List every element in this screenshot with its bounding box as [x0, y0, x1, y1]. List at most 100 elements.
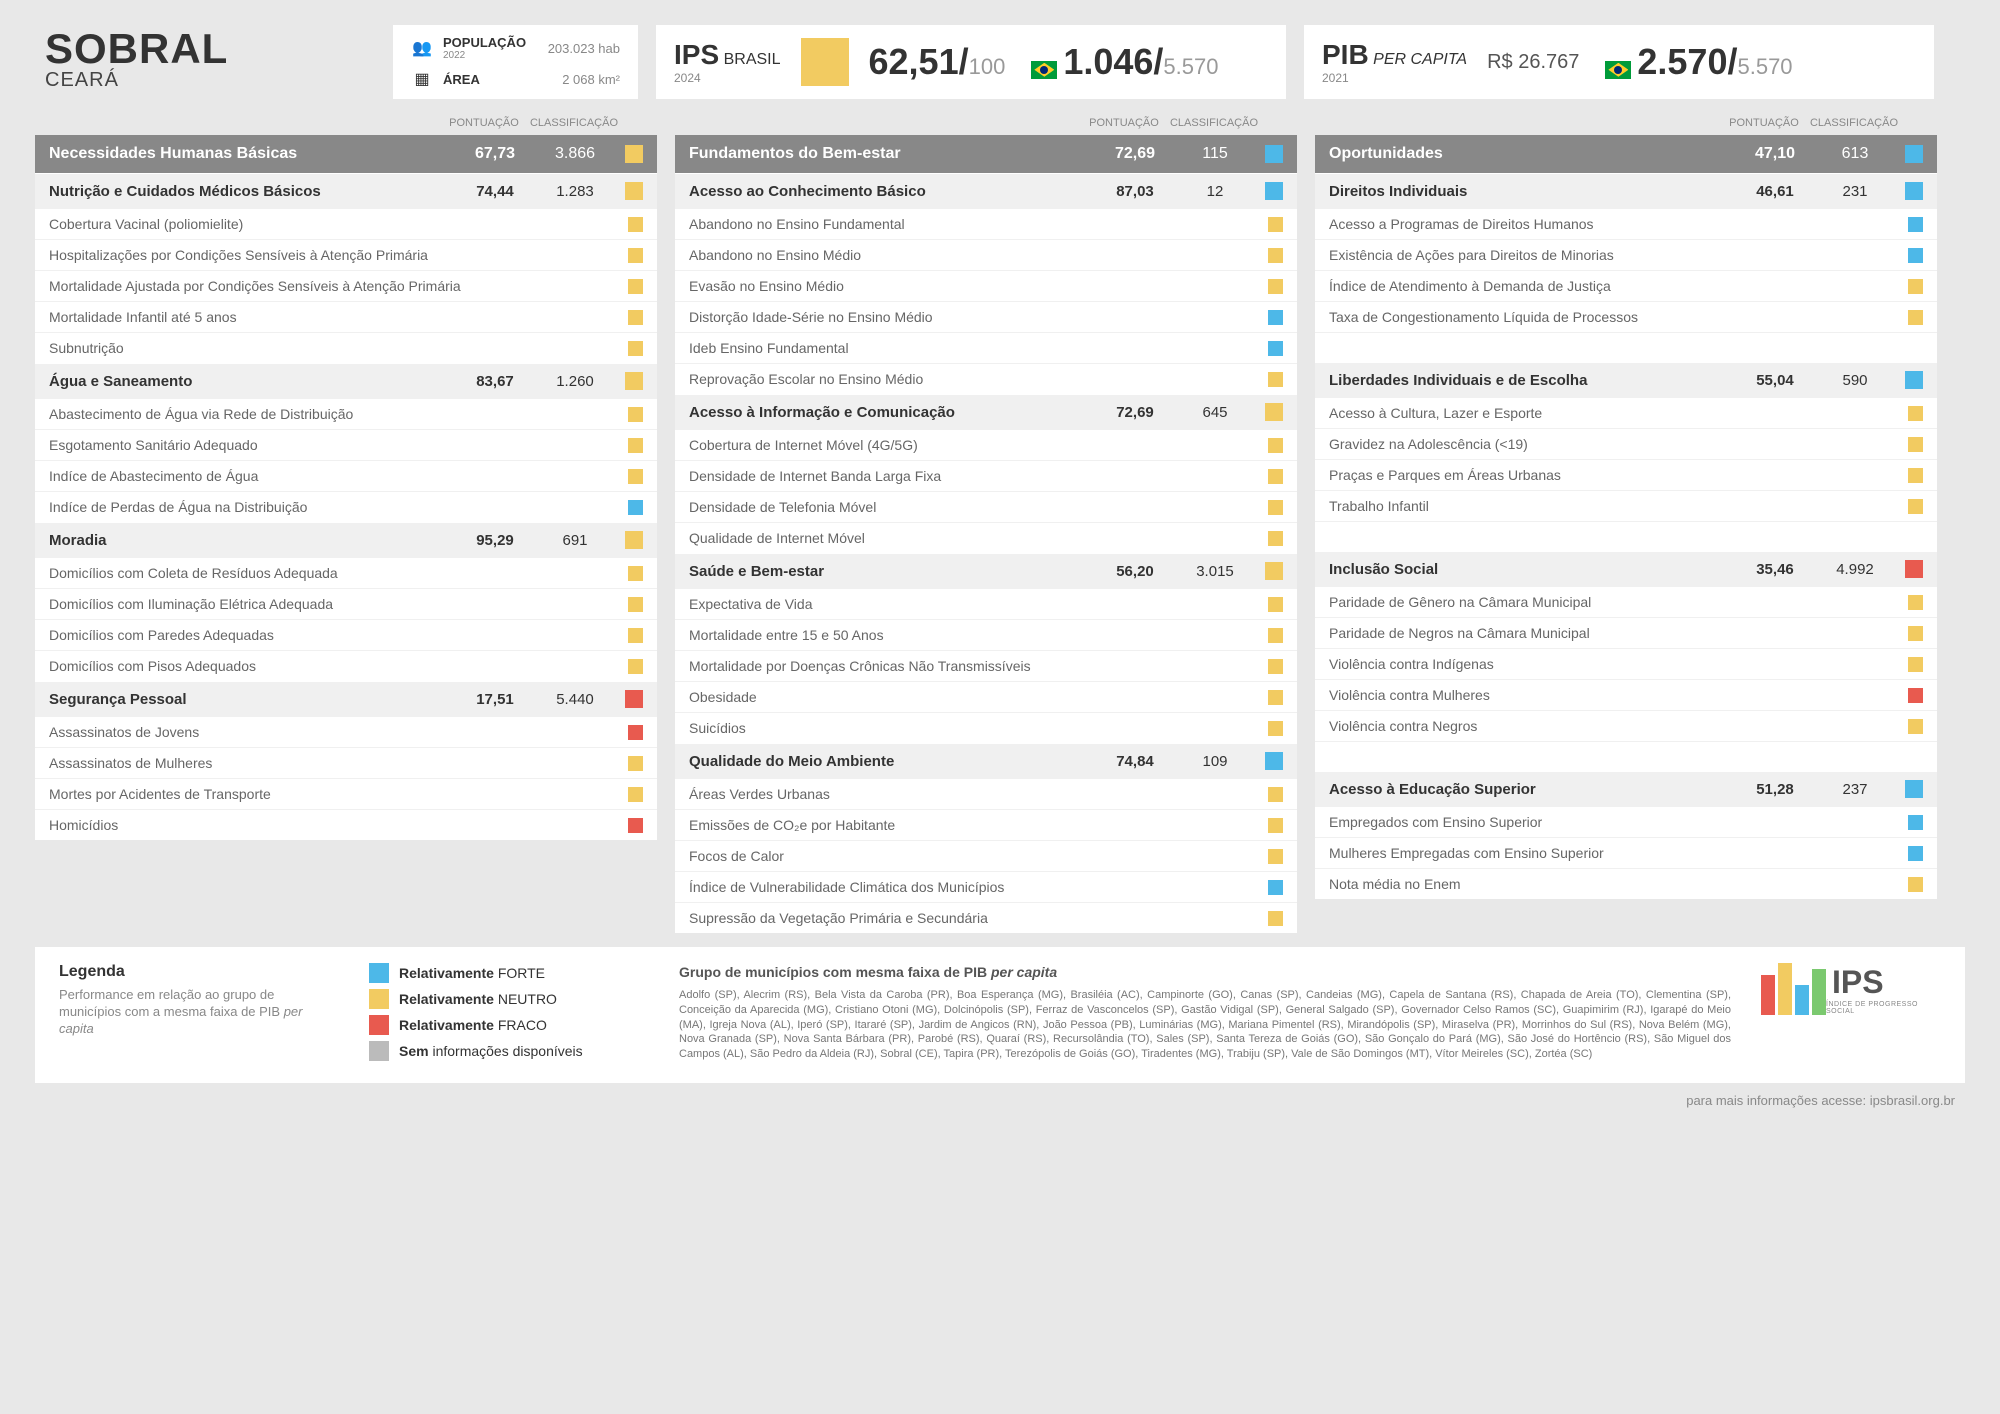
group-municipalities: Grupo de municípios com mesma faixa de P… — [679, 963, 1731, 1062]
area-value: 2 068 km² — [562, 72, 620, 87]
indicator-row: Praças e Parques em Áreas Urbanas — [1315, 459, 1937, 490]
dimension-column: PONTUAÇÃOCLASSIFICAÇÃONecessidades Human… — [35, 111, 657, 933]
dimension-header: Necessidades Humanas Básicas67,733.866 — [35, 135, 657, 173]
ips-card: IPS BRASIL 2024 62,51/100 1.046/5.570 — [656, 25, 1286, 99]
area-icon: ▦ — [411, 69, 433, 89]
indicator-row: Reprovação Escolar no Ensino Médio — [675, 363, 1297, 394]
dimension-column: PONTUAÇÃOCLASSIFICAÇÃOOportunidades47,10… — [1315, 111, 1937, 933]
spacer — [1315, 332, 1937, 362]
indicator-row: Distorção Idade-Série no Ensino Médio — [675, 301, 1297, 332]
indicator-row: Emissões de CO₂e por Habitante — [675, 809, 1297, 840]
logo-text: IPS — [1832, 964, 1941, 1001]
logo-subtitle: ÍNDICE DE PROGRESSO SOCIAL — [1826, 1001, 1941, 1015]
indicator-row: Abandono no Ensino Fundamental — [675, 208, 1297, 239]
indicator-row: Domicílios com Paredes Adequadas — [35, 619, 657, 650]
population-row: 👥 POPULAÇÃO2022 203.023 hab — [411, 35, 620, 61]
group-title: Grupo de municípios com mesma faixa de P… — [679, 963, 1731, 982]
component-header: Água e Saneamento83,671.260 — [35, 363, 657, 398]
indicator-row: Acesso à Cultura, Lazer e Esporte — [1315, 397, 1937, 428]
brazil-flag-icon — [1031, 61, 1057, 79]
component-header: Nutrição e Cuidados Médicos Básicos74,44… — [35, 173, 657, 208]
legend-description: Legenda Performance em relação ao grupo … — [59, 963, 339, 1038]
legend-item: Relativamente FORTE — [369, 963, 649, 983]
indicator-row: Acesso a Programas de Direitos Humanos — [1315, 208, 1937, 239]
footer-link: para mais informações acesse: ipsbrasil.… — [35, 1093, 1965, 1108]
indicator-row: Trabalho Infantil — [1315, 490, 1937, 521]
legend-item: Sem informações disponíveis — [369, 1041, 649, 1061]
pib-title-block: PIB PER CAPITA 2021 — [1322, 39, 1467, 85]
pib-value: R$ 26.767 — [1487, 51, 1579, 74]
indicator-row: Densidade de Internet Banda Larga Fixa — [675, 460, 1297, 491]
pop-label: POPULAÇÃO2022 — [443, 35, 538, 61]
component-header: Inclusão Social35,464.992 — [1315, 551, 1937, 586]
logo-area: IPS ÍNDICE DE PROGRESSO SOCIAL — [1761, 963, 1941, 1015]
indicator-row: Mulheres Empregadas com Ensino Superior — [1315, 837, 1937, 868]
indicator-row: Existência de Ações para Direitos de Min… — [1315, 239, 1937, 270]
indicator-row: Evasão no Ensino Médio — [675, 270, 1297, 301]
area-label: ÁREA — [443, 72, 552, 87]
indicator-row: Domicílios com Iluminação Elétrica Adequ… — [35, 588, 657, 619]
component-header: Qualidade do Meio Ambiente74,84109 — [675, 743, 1297, 778]
legend-item: Relativamente NEUTRO — [369, 989, 649, 1009]
legend-items: Relativamente FORTERelativamente NEUTROR… — [369, 963, 649, 1067]
legend-desc: Performance em relação ao grupo de munic… — [59, 987, 339, 1038]
people-icon: 👥 — [411, 38, 433, 58]
area-row: ▦ ÁREA 2 068 km² — [411, 69, 620, 89]
indicator-row: Paridade de Negros na Câmara Municipal — [1315, 617, 1937, 648]
indicator-row: Mortes por Acidentes de Transporte — [35, 778, 657, 809]
indicator-row: Assassinatos de Jovens — [35, 716, 657, 747]
city-card: SOBRAL CEARÁ — [35, 25, 375, 99]
indicator-row: Violência contra Indígenas — [1315, 648, 1937, 679]
component-header: Acesso à Educação Superior51,28237 — [1315, 771, 1937, 806]
top-row: SOBRAL CEARÁ 👥 POPULAÇÃO2022 203.023 hab… — [35, 25, 1965, 99]
indicator-row: Suicídios — [675, 712, 1297, 743]
indicator-row: Qualidade de Internet Móvel — [675, 522, 1297, 553]
component-header: Saúde e Bem-estar56,203.015 — [675, 553, 1297, 588]
column-headers: PONTUAÇÃOCLASSIFICAÇÃO — [35, 111, 657, 135]
indicator-row: Assassinatos de Mulheres — [35, 747, 657, 778]
ips-title-block: IPS BRASIL 2024 — [674, 39, 781, 85]
component-header: Segurança Pessoal17,515.440 — [35, 681, 657, 716]
city-name: SOBRAL — [45, 25, 365, 73]
indicator-row: Obesidade — [675, 681, 1297, 712]
indicator-row: Supressão da Vegetação Primária e Secund… — [675, 902, 1297, 933]
indicator-row: Taxa de Congestionamento Líquida de Proc… — [1315, 301, 1937, 332]
indicator-row: Abandono no Ensino Médio — [675, 239, 1297, 270]
indicator-row: Empregados com Ensino Superior — [1315, 806, 1937, 837]
brazil-flag-icon — [1605, 61, 1631, 79]
indicator-row: Violência contra Mulheres — [1315, 679, 1937, 710]
column-headers: PONTUAÇÃOCLASSIFICAÇÃO — [675, 111, 1297, 135]
legend-box: Legenda Performance em relação ao grupo … — [35, 947, 1965, 1083]
indicator-row: Mortalidade entre 15 e 50 Anos — [675, 619, 1297, 650]
component-header: Liberdades Individuais e de Escolha55,04… — [1315, 362, 1937, 397]
logo-bars-icon — [1761, 963, 1826, 1015]
legend-title: Legenda — [59, 963, 339, 981]
indicator-row: Abastecimento de Água via Rede de Distri… — [35, 398, 657, 429]
component-header: Acesso à Informação e Comunicação72,6964… — [675, 394, 1297, 429]
component-header: Acesso ao Conhecimento Básico87,0312 — [675, 173, 1297, 208]
column-headers: PONTUAÇÃOCLASSIFICAÇÃO — [1315, 111, 1937, 135]
indicator-row: Mortalidade Ajustada por Condições Sensí… — [35, 270, 657, 301]
stats-card: 👥 POPULAÇÃO2022 203.023 hab ▦ ÁREA 2 068… — [393, 25, 638, 99]
ips-rank: 1.046/5.570 — [1025, 41, 1218, 83]
pop-value: 203.023 hab — [548, 41, 620, 56]
indicator-row: Nota média no Enem — [1315, 868, 1937, 899]
indicator-row: Esgotamento Sanitário Adequado — [35, 429, 657, 460]
indicator-row: Áreas Verdes Urbanas — [675, 778, 1297, 809]
ips-score: 62,51/100 — [869, 41, 1006, 83]
indicator-row: Domicílios com Coleta de Resíduos Adequa… — [35, 557, 657, 588]
indicator-row: Indíce de Perdas de Água na Distribuição — [35, 491, 657, 522]
spacer — [1315, 521, 1937, 551]
indicator-row: Paridade de Gênero na Câmara Municipal — [1315, 586, 1937, 617]
dimensions-columns: PONTUAÇÃOCLASSIFICAÇÃONecessidades Human… — [35, 111, 1965, 933]
indicator-row: Ideb Ensino Fundamental — [675, 332, 1297, 363]
indicator-row: Violência contra Negros — [1315, 710, 1937, 741]
indicator-row: Densidade de Telefonia Móvel — [675, 491, 1297, 522]
indicator-row: Indíce de Abastecimento de Água — [35, 460, 657, 491]
pib-card: PIB PER CAPITA 2021 R$ 26.767 2.570/5.57… — [1304, 25, 1934, 99]
indicator-row: Homicídios — [35, 809, 657, 840]
dimension-header: Oportunidades47,10613 — [1315, 135, 1937, 173]
group-text: Adolfo (SP), Alecrim (RS), Bela Vista da… — [679, 988, 1731, 1062]
indicator-row: Índice de Vulnerabilidade Climática dos … — [675, 871, 1297, 902]
spacer — [1315, 741, 1937, 771]
